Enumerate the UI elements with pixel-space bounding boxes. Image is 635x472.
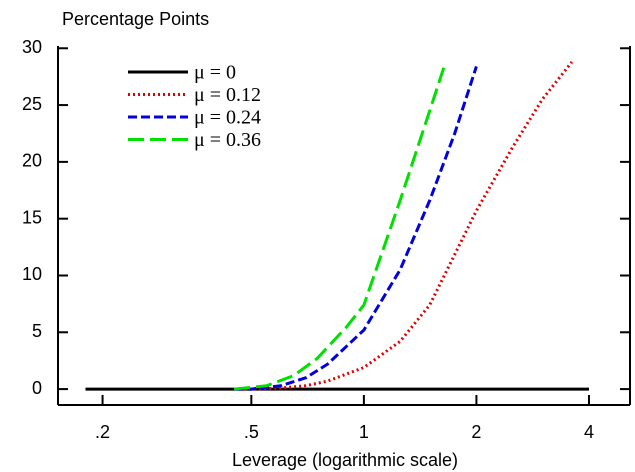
y-tick-label: 25	[22, 94, 42, 114]
y-tick-label: 5	[32, 321, 42, 341]
legend-label: μ = 0.24	[194, 107, 261, 129]
x-tick-label: 2	[471, 422, 481, 442]
series-line	[234, 60, 574, 391]
x-tick-label: .2	[95, 422, 110, 442]
axes-frame	[57, 46, 631, 406]
x-tick-label: 4	[584, 422, 594, 442]
y-axis-label: Percentage Points	[62, 9, 209, 29]
x-tick-label: .5	[244, 422, 259, 442]
x-axis-label: Leverage (logarithmic scale)	[232, 450, 458, 470]
y-tick-label: 0	[32, 378, 42, 398]
series-line	[234, 65, 446, 391]
x-tick-label: 1	[359, 422, 369, 442]
legend-label: μ = 0.12	[194, 84, 261, 106]
legend-label: μ = 0.36	[194, 129, 261, 151]
legend-label: μ = 0	[194, 62, 236, 84]
y-tick-label: 30	[22, 37, 42, 57]
y-tick-label: 10	[22, 264, 42, 284]
y-tick-label: 20	[22, 151, 42, 171]
series-line	[234, 65, 478, 391]
y-tick-label: 15	[22, 207, 42, 227]
